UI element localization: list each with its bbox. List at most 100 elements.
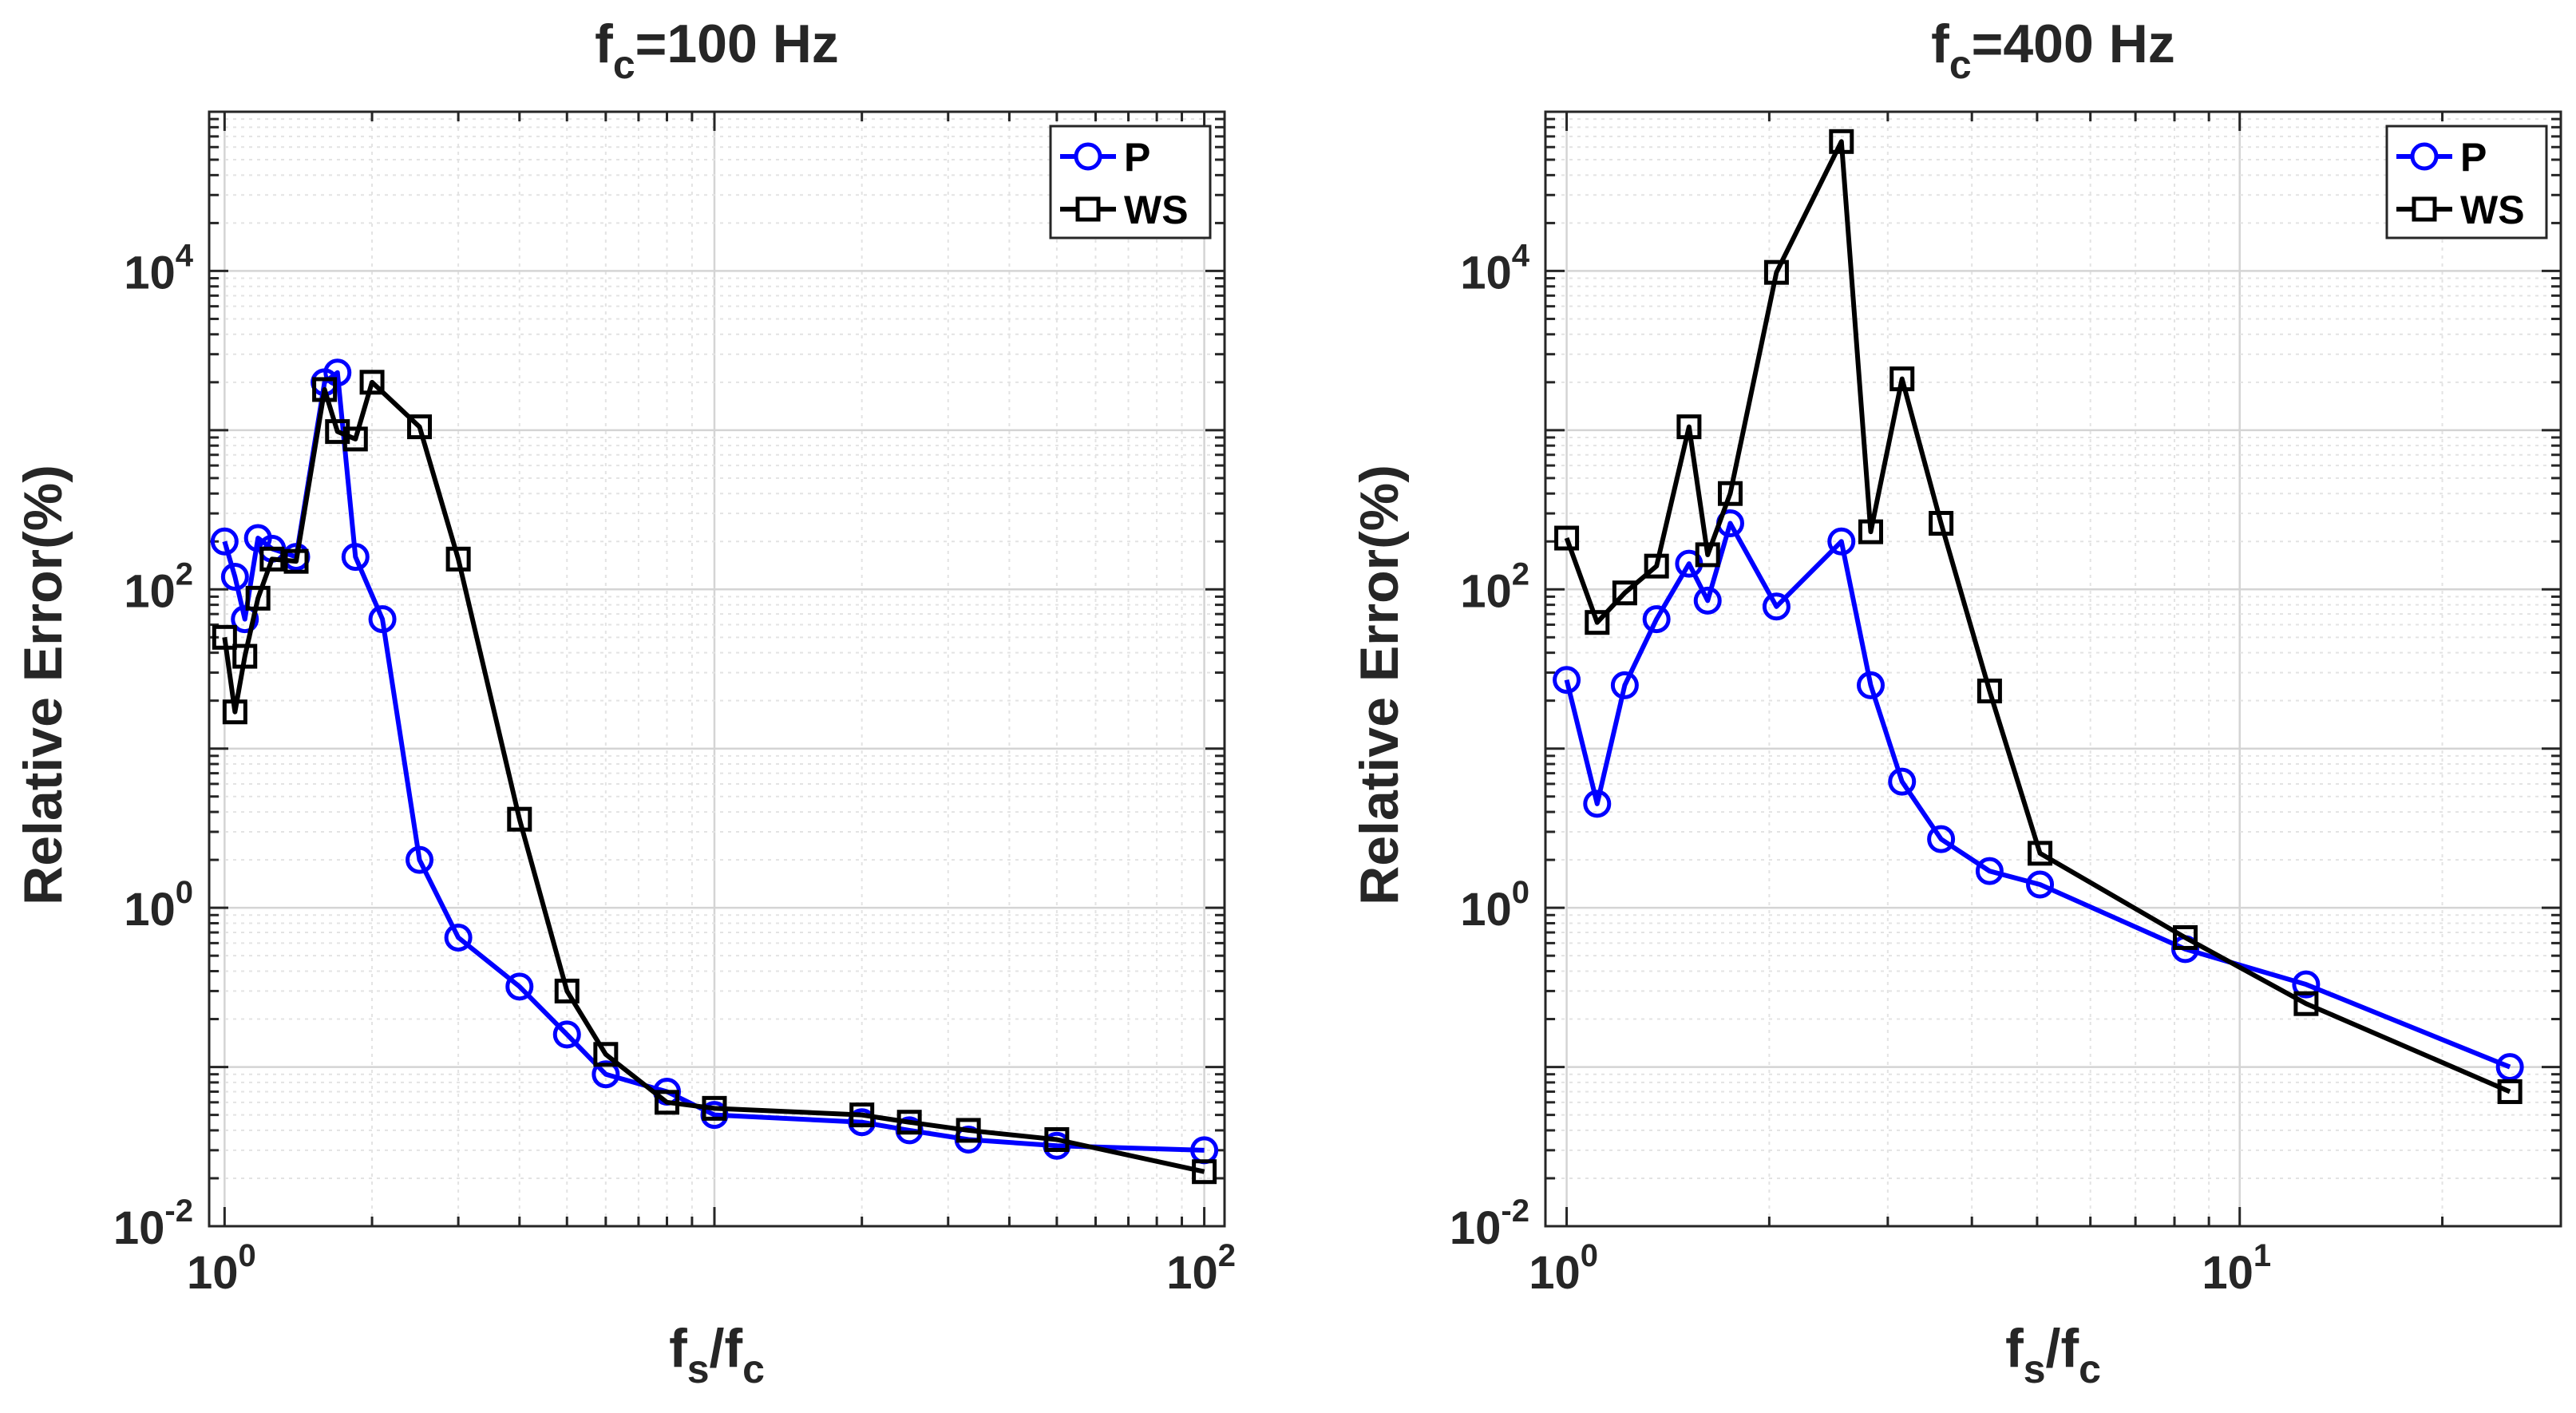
tick-marks [209, 110, 1225, 1228]
title-subscript: c [613, 42, 635, 87]
tick-base: 10 [124, 565, 176, 617]
data-point-ws [283, 548, 309, 574]
data-point-ws [702, 1095, 727, 1121]
data-point-ws [1889, 366, 1915, 392]
tick-base: 10 [1450, 1202, 1502, 1254]
tick-exponent: 2 [1512, 556, 1529, 592]
data-point-p [1927, 825, 1956, 853]
tick-exponent: 4 [176, 238, 194, 273]
data-point-p [220, 562, 249, 591]
tick-exponent: 0 [176, 875, 193, 910]
data-point-ws [2293, 991, 2319, 1016]
data-point-p [231, 605, 259, 634]
title-rest: =100 Hz [635, 14, 839, 74]
data-point-ws [259, 546, 285, 572]
data-point-p [1888, 767, 1917, 796]
data-point-ws [1858, 519, 1883, 544]
x-tick-label: 100 [187, 1238, 256, 1299]
legend-marker-circle [1074, 142, 1102, 171]
data-point-ws [2497, 1079, 2523, 1104]
data-point-p [2495, 1053, 2524, 1082]
data-point-p [210, 527, 239, 556]
title-base: f [1931, 14, 1949, 74]
data-point-p [1642, 605, 1671, 634]
xlabel-slash: / [710, 1318, 725, 1379]
tick-base: 10 [1460, 247, 1512, 299]
legend-label-p: P [2460, 135, 2487, 180]
title-base: f [595, 14, 613, 74]
data-point-ws [507, 806, 532, 832]
data-point-p [1553, 666, 1581, 695]
data-point-ws [245, 585, 271, 611]
y-tick-label: 10-2 [113, 1193, 193, 1254]
tick-base: 10 [113, 1202, 165, 1254]
data-point-ws [359, 370, 385, 395]
data-point-ws [849, 1102, 875, 1128]
legend-marker-circle [2410, 142, 2439, 171]
data-point-ws [896, 1110, 922, 1135]
title-rest: =400 Hz [1972, 14, 2175, 74]
data-point-ws [2028, 841, 2053, 866]
plot-area [209, 112, 1225, 1226]
data-point-ws [212, 624, 237, 650]
data-point-p [341, 543, 370, 572]
data-point-ws [1829, 129, 1854, 154]
data-point-p [2026, 870, 2055, 899]
tick-base: 10 [1529, 1247, 1581, 1299]
xlabel-sub-c: c [742, 1347, 765, 1391]
series-line-p [1564, 520, 2511, 1070]
y-tick-label: 10-2 [1450, 1193, 1529, 1254]
xlabel-f2: f [724, 1318, 742, 1379]
y-tick-label: 102 [124, 556, 193, 617]
x-axis-label: fs/fc [669, 1318, 765, 1391]
data-point-p [1856, 671, 1885, 699]
data-point-ws [1612, 580, 1637, 606]
y-axis-label: Relative Error(%) [1349, 465, 1410, 905]
tick-base: 10 [124, 247, 176, 299]
x-tick-label: 100 [1529, 1238, 1598, 1299]
tick-base: 10 [1166, 1247, 1218, 1299]
chart-title: fc=400 Hz [1931, 14, 2175, 87]
y-tick-label: 100 [1460, 875, 1529, 936]
data-point-p [552, 1020, 581, 1049]
data-point-p [1610, 671, 1639, 699]
xlabel-f: f [669, 1318, 687, 1379]
data-point-ws [1585, 610, 1610, 635]
data-point-ws [554, 978, 580, 1003]
data-point-ws [2172, 924, 2198, 950]
legend-marker-square [2412, 196, 2437, 222]
xlabel-sub-s: s [2024, 1347, 2046, 1391]
tick-exponent: 1 [2254, 1238, 2271, 1273]
tick-exponent: 0 [1581, 1238, 1598, 1273]
data-point-ws [1676, 414, 1702, 440]
axes-frame [1544, 110, 2562, 1228]
chart-title: fc=100 Hz [595, 14, 839, 87]
data-point-ws [1644, 553, 1669, 579]
tick-base: 10 [1460, 884, 1512, 936]
data-point-p [505, 972, 534, 1001]
data-point-ws [232, 643, 258, 669]
data-point-p [444, 923, 473, 952]
xlabel-sub-s: s [687, 1347, 710, 1391]
series-layer [210, 358, 1219, 1185]
data-point-ws [655, 1090, 680, 1115]
data-point-ws [1977, 679, 2002, 704]
tick-exponent: 2 [176, 556, 193, 592]
data-point-ws [1695, 542, 1720, 568]
y-tick-label: 104 [1460, 238, 1530, 299]
y-tick-label: 102 [1460, 556, 1529, 617]
legend-marker-square [1075, 196, 1101, 222]
data-point-p [406, 845, 434, 874]
tick-exponent: -2 [1501, 1193, 1529, 1229]
data-point-ws [445, 546, 471, 572]
xlabel-f: f [2005, 1318, 2024, 1379]
tick-marks [1545, 110, 2562, 1228]
x-tick-label: 102 [1166, 1238, 1236, 1299]
data-point-ws [342, 426, 368, 452]
y-tick-label: 104 [124, 238, 194, 299]
tick-exponent: 0 [238, 1238, 255, 1273]
data-point-ws [1192, 1159, 1217, 1185]
tick-base: 10 [124, 884, 176, 936]
